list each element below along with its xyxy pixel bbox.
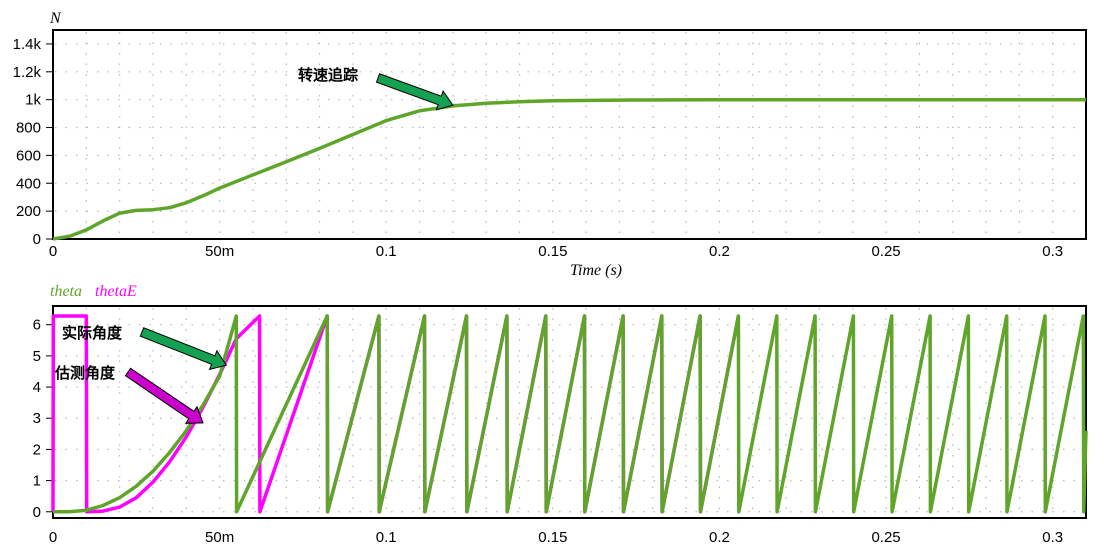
- angle-x-tick-label: 0.25: [871, 529, 900, 546]
- speed-x-ticks: 0 50m 0.1 0.15 0.2 0.25 0.3: [49, 243, 1063, 260]
- angle-y-tick-label: 6: [33, 317, 41, 334]
- speed-y-tick-label: 600: [16, 147, 41, 164]
- angle-x-tick-label: 0.15: [538, 529, 567, 546]
- speed-y-tick-label: 200: [16, 203, 41, 220]
- speed-x-tick-label: 50m: [205, 243, 234, 260]
- legend-theta: theta: [50, 283, 82, 300]
- angle-y-tick-label: 5: [33, 348, 41, 365]
- angle-y-tick-label: 3: [33, 410, 41, 427]
- speed-plot-frame: [52, 29, 1087, 240]
- speed-y-ticks: 0 200 400 600 800 1k 1.2k 1.4k: [13, 36, 53, 248]
- angle-chart: 0 1 2 3 4 5 6 0 50m 0.1 0.15 0.2 0.25 0.3 theta thet…: [33, 283, 1088, 546]
- estimated-angle-label: 估测角度: [54, 364, 116, 382]
- speed-x-tick-label: 0.3: [1042, 243, 1063, 260]
- angle-x-tick-label: 0.2: [709, 529, 730, 546]
- speed-x-tick-label: 0: [49, 243, 57, 260]
- speed-y-tick-label: 1.4k: [13, 36, 42, 53]
- speed-x-tick-label: 0.25: [871, 243, 900, 260]
- time-axis-label: Time (s): [570, 262, 622, 279]
- estimated-angle-annotation: 估测角度: [54, 364, 204, 424]
- estimated-angle-arrow-shape: [124, 367, 204, 424]
- speed-y-axis-label: N: [49, 10, 62, 27]
- angle-y-tick-label: 4: [33, 379, 41, 396]
- actual-angle-label: 实际角度: [62, 324, 123, 342]
- speed-series: [52, 97, 1086, 241]
- speed-series-N: [52, 97, 1086, 241]
- speed-y-tick-label: 0: [33, 231, 41, 248]
- speed-tracking-annotation: 转速追踪: [298, 66, 454, 111]
- speed-tracking-label: 转速追踪: [298, 66, 358, 84]
- angle-x-tick-label: 0: [49, 529, 57, 546]
- speed-y-tick-label: 1.2k: [13, 64, 42, 81]
- angle-y-ticks: 0 1 2 3 4 5 6: [33, 317, 53, 521]
- speed-x-tick-label: 0.2: [709, 243, 730, 260]
- actual-angle-arrow-shape: [139, 327, 228, 371]
- angle-y-tick-label: 2: [33, 441, 41, 458]
- speed-tracking-arrow-shape: [375, 73, 454, 111]
- speed-x-tick-label: 0.1: [376, 243, 397, 260]
- angle-x-tick-label: 0.3: [1042, 529, 1063, 546]
- speed-chart: 0 200 400 600 800 1k 1.2k 1.4k 0 50m 0.1 0.15 0.2 0.…: [13, 10, 1087, 279]
- estimated-angle-arrow: [124, 367, 204, 424]
- angle-series-theta: [53, 314, 1088, 514]
- actual-angle-arrow: [139, 327, 228, 371]
- angle-plot-frame: [52, 305, 1087, 519]
- angle-y-tick-label: 1: [33, 473, 41, 490]
- angle-series: [51, 314, 1088, 514]
- legend-thetaE: thetaE: [95, 283, 137, 300]
- angle-x-tick-label: 0.1: [376, 529, 397, 546]
- speed-tracking-arrow: [375, 73, 454, 111]
- speed-y-tick-label: 800: [16, 120, 41, 137]
- speed-y-tick-label: 400: [16, 175, 41, 192]
- actual-angle-annotation: 实际角度: [62, 324, 228, 371]
- angle-x-ticks: 0 50m 0.1 0.15 0.2 0.25 0.3: [49, 529, 1063, 546]
- speed-y-tick-label: 1k: [25, 92, 41, 109]
- angle-y-tick-label: 0: [33, 504, 41, 521]
- speed-x-tick-label: 0.15: [538, 243, 567, 260]
- angle-x-tick-label: 50m: [205, 529, 234, 546]
